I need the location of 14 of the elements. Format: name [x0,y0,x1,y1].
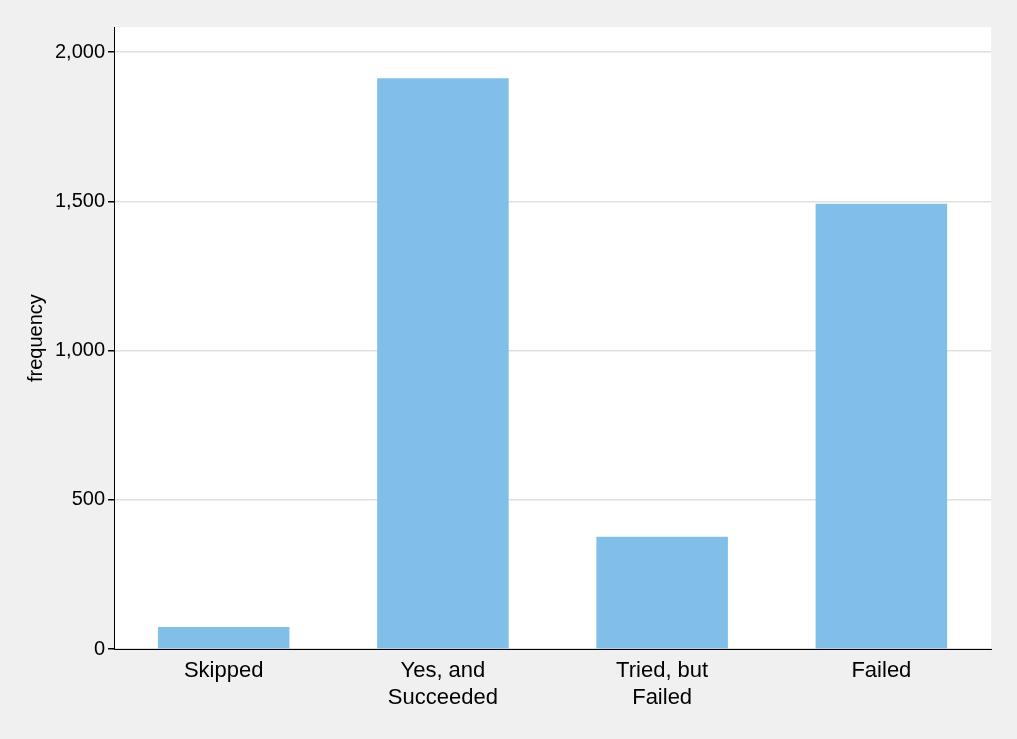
x-tick-label: Yes, and Succeeded [387,657,498,709]
bar [157,627,290,649]
x-tick-label: Tried, but Failed [616,657,709,709]
bar [596,536,728,649]
y-tick-label: 0 [93,636,106,659]
y-tick-label: 2,000 [54,39,106,62]
x-tick-label: Skipped [183,657,264,683]
y-axis-title: frequency [23,294,46,383]
bar [377,78,509,649]
x-tick-label: Failed [851,657,912,683]
y-tick-label: 500 [71,487,106,510]
y-tick-label: 1,000 [54,338,106,361]
bar [815,203,948,649]
y-tick-label: 1,500 [54,188,106,211]
